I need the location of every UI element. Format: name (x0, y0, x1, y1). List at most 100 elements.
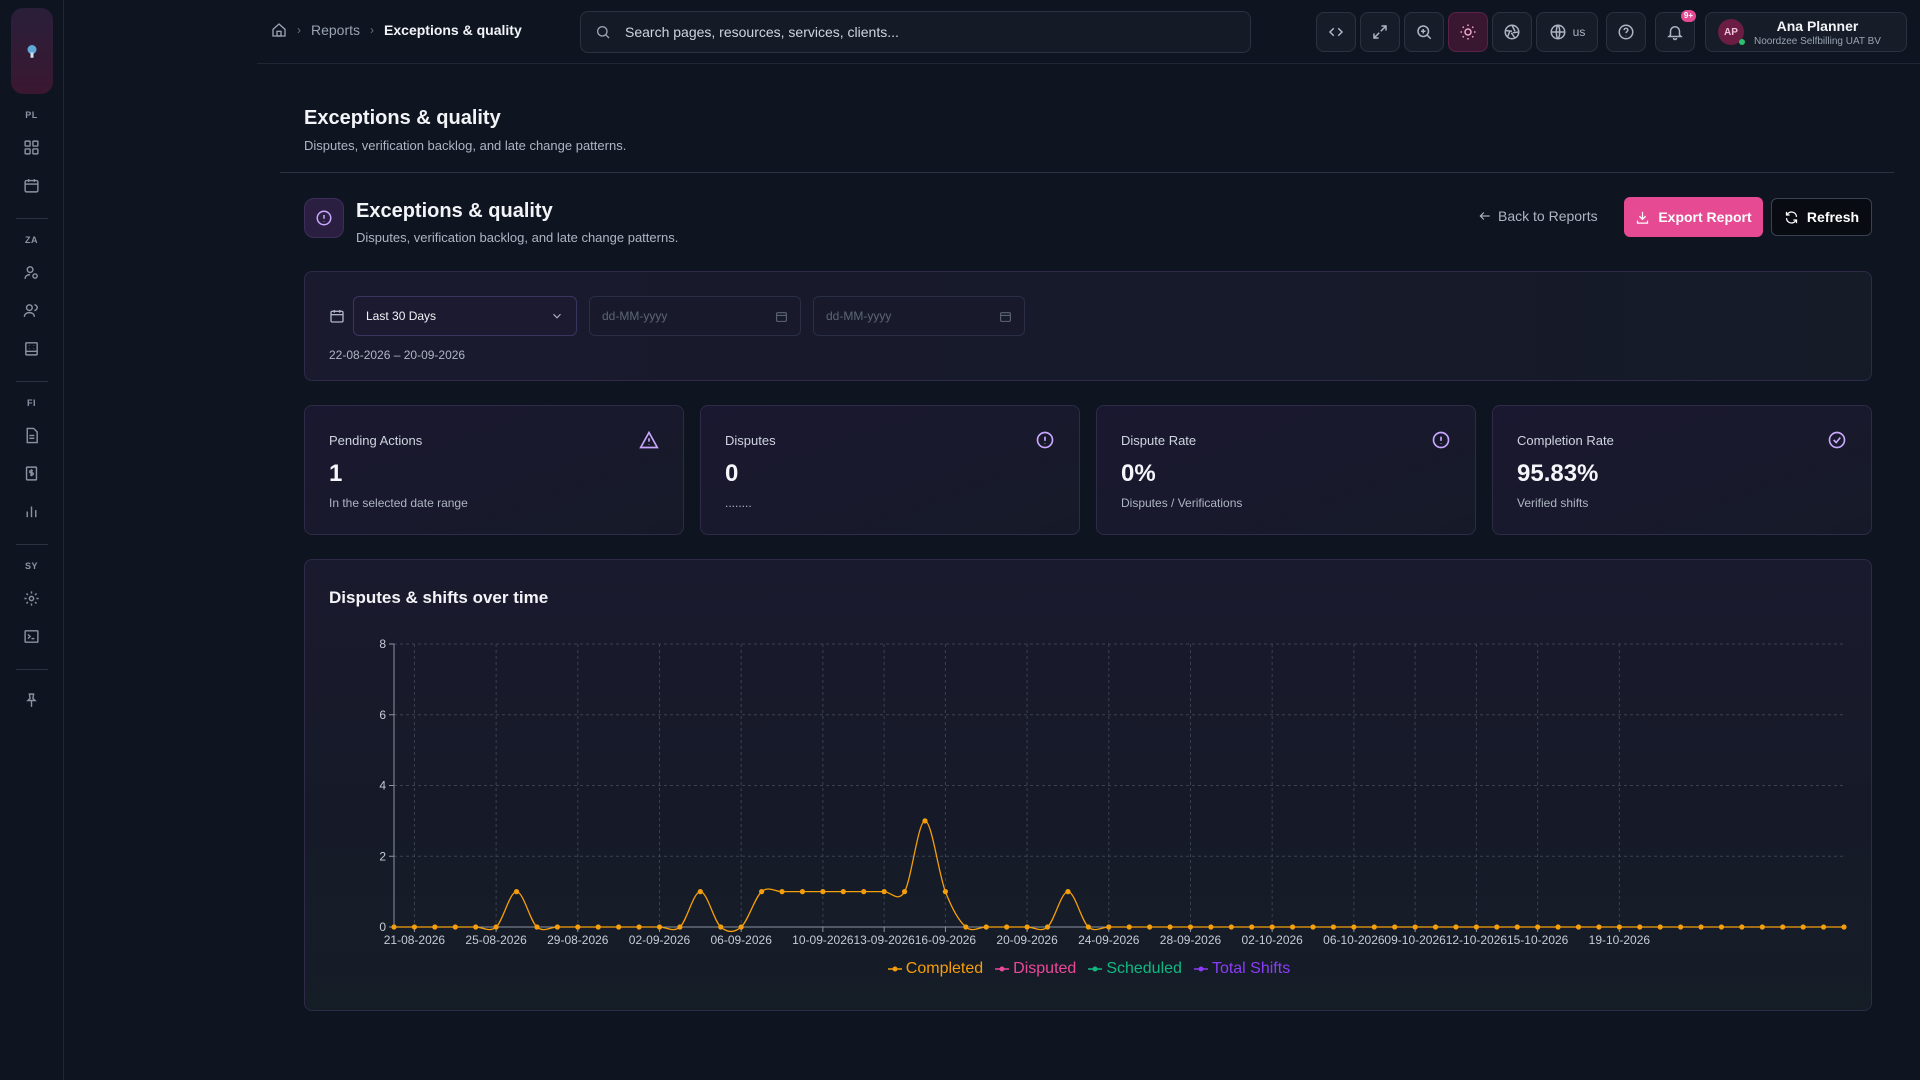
pin-icon[interactable] (16, 684, 48, 716)
home-icon[interactable] (271, 22, 287, 38)
sun-icon (1460, 24, 1476, 40)
alert-circle-icon (1432, 431, 1450, 449)
selected-range-text: 22-08-2026 – 20-09-2026 (329, 348, 466, 362)
help-button[interactable] (1606, 12, 1646, 52)
completed-point (942, 889, 949, 895)
stat-value: 0% (1121, 460, 1156, 487)
end-date-placeholder: dd-MM-yyyy (826, 309, 892, 323)
completed-point (1289, 924, 1296, 930)
collapse-sidebar-button[interactable] (1316, 12, 1356, 52)
rail-divider (15, 381, 48, 382)
users-icon[interactable] (16, 294, 48, 326)
completed-point (861, 889, 867, 895)
completed-point (1065, 889, 1071, 895)
rail-section-sy: SY (24, 561, 38, 571)
legend-label: Total Shifts (1211, 960, 1291, 977)
online-status-dot (1739, 39, 1745, 45)
aperture-icon (1504, 24, 1520, 40)
date-filter-panel: Last 30 Days dd-MM-yyyy dd-MM-yyyy 22-08… (304, 271, 1872, 381)
completed-point (1208, 924, 1214, 930)
building-icon[interactable] (16, 332, 48, 364)
x-tick-label: 19-10-2026 (1589, 933, 1651, 947)
completed-point (1228, 924, 1234, 930)
calendar-icon (330, 310, 344, 323)
gear-icon[interactable] (16, 582, 48, 614)
terminal-icon[interactable] (16, 620, 48, 652)
completed-point (411, 924, 418, 930)
start-date-placeholder: dd-MM-yyyy (602, 309, 668, 323)
completed-point (1555, 924, 1561, 930)
completed-point (1351, 924, 1357, 930)
dashboard-icon[interactable] (16, 131, 48, 163)
user-menu[interactable]: AP Ana Planner Noordzee Selfbilling UAT … (1705, 12, 1907, 52)
top-header: › Reports › Exceptions & quality us 9+ A… (257, 0, 1920, 64)
x-tick-label: 06-09-2026 (710, 933, 772, 947)
legend-label: Disputed (1013, 960, 1077, 977)
search-icon (597, 26, 610, 39)
search-input[interactable] (625, 24, 1225, 40)
disputes-chart-card: Disputes & shifts over time 0 2 4 6 8 21-08-2… (304, 559, 1872, 1011)
completed-point (1432, 924, 1439, 930)
completed-point (1841, 924, 1847, 930)
app-logo[interactable] (10, 8, 53, 94)
breadcrumb-reports[interactable]: Reports (311, 22, 361, 38)
legend-label: Completed (905, 960, 984, 977)
fullscreen-button[interactable] (1360, 12, 1400, 52)
completed-point (820, 889, 826, 895)
completed-point (616, 924, 622, 930)
search-bar[interactable] (580, 11, 1251, 53)
end-date-field[interactable]: dd-MM-yyyy (813, 296, 1025, 336)
completed-point (1453, 924, 1459, 930)
completed-point (922, 818, 928, 824)
x-tick-label: 12-10-2026 (1446, 933, 1508, 947)
legend-item-disputed[interactable]: Disputed (995, 960, 1076, 978)
start-date-field[interactable]: dd-MM-yyyy (589, 296, 801, 336)
completed-point (1759, 924, 1765, 930)
x-tick-label: 13-09-2026 (853, 933, 915, 947)
alert-circle-icon (304, 198, 344, 238)
notifications-button[interactable]: 9+ (1655, 10, 1696, 52)
export-report-label: Export Report (1658, 209, 1752, 225)
legend-item-scheduled[interactable]: Scheduled (1088, 960, 1182, 978)
code-collapse-icon (1328, 27, 1344, 37)
completed-point (1330, 924, 1337, 930)
user-settings-icon[interactable] (16, 256, 48, 288)
zoom-button[interactable] (1404, 12, 1444, 52)
theme-toggle-button[interactable] (1448, 12, 1488, 52)
bell-icon (1667, 26, 1683, 41)
date-range-select[interactable]: Last 30 Days (353, 296, 577, 336)
x-tick-label: 29-08-2026 (547, 933, 609, 947)
bar-chart-icon[interactable] (16, 495, 48, 527)
invoice-icon[interactable] (16, 457, 48, 489)
legend-marker-icon (995, 966, 1010, 972)
zoom-in-icon (1417, 25, 1432, 40)
file-icon[interactable] (16, 419, 48, 451)
x-tick-label: 28-09-2026 (1160, 933, 1222, 947)
stat-value: 95.83% (1517, 460, 1599, 487)
completed-point (1147, 924, 1153, 930)
legend-item-total-shifts[interactable]: Total Shifts (1193, 960, 1291, 978)
completed-point (1249, 924, 1255, 930)
x-tick-label: 16-09-2026 (915, 933, 977, 947)
calendar-icon[interactable] (16, 169, 48, 201)
warning-icon (639, 430, 659, 449)
completed-point (1004, 924, 1010, 930)
user-name: Ana Planner (1776, 17, 1859, 34)
y-tick-label: 4 (379, 779, 386, 793)
legend-item-completed[interactable]: Completed (887, 960, 984, 978)
x-tick-label: 20-09-2026 (996, 933, 1058, 947)
completed-point (1392, 924, 1398, 930)
back-to-reports-button[interactable]: Back to Reports (1478, 208, 1598, 224)
rail-section-pl: PL (25, 110, 38, 120)
completed-point (1371, 924, 1377, 930)
appearance-button[interactable] (1492, 12, 1532, 52)
completed-point (759, 889, 765, 895)
stat-label: Disputes (725, 433, 776, 448)
refresh-button[interactable]: Refresh (1771, 198, 1872, 236)
export-report-button[interactable]: Export Report (1624, 197, 1763, 237)
language-selector[interactable]: us (1536, 12, 1598, 52)
check-circle-icon (1828, 431, 1846, 449)
completed-point (697, 889, 703, 895)
completed-point (1820, 924, 1827, 930)
completed-point (1514, 924, 1520, 930)
